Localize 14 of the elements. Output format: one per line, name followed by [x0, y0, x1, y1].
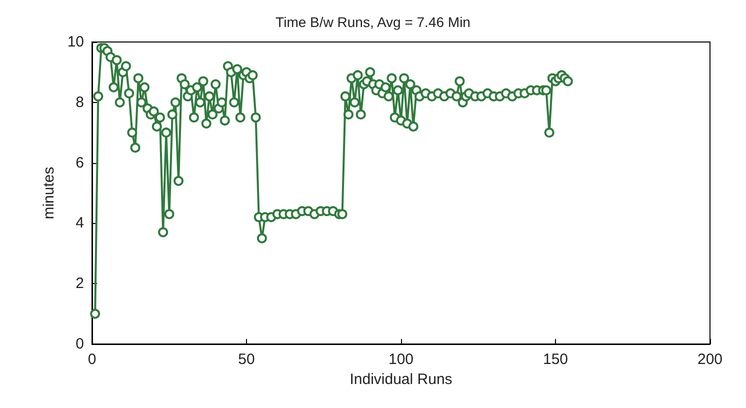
y-axis-title: minutes	[40, 166, 58, 220]
chart-title: Time B/w Runs, Avg = 7.46 Min	[276, 14, 470, 30]
y-tick-label: 2	[76, 275, 84, 292]
y-tick-label: 6	[76, 154, 84, 172]
x-tick-label: 50	[238, 351, 255, 368]
x-tick-label: 0	[88, 351, 96, 368]
y-tick-label: 4	[76, 214, 84, 232]
x-tick-label: 200	[697, 351, 723, 368]
x-tick-label: 150	[542, 351, 568, 368]
x-tick-label: 100	[388, 351, 414, 368]
y-tick-label: 0	[76, 336, 84, 352]
x-axis-title: Individual Runs	[350, 371, 452, 388]
y-tick-label: 10	[67, 34, 84, 50]
y-tick-label: 8	[76, 94, 84, 111]
